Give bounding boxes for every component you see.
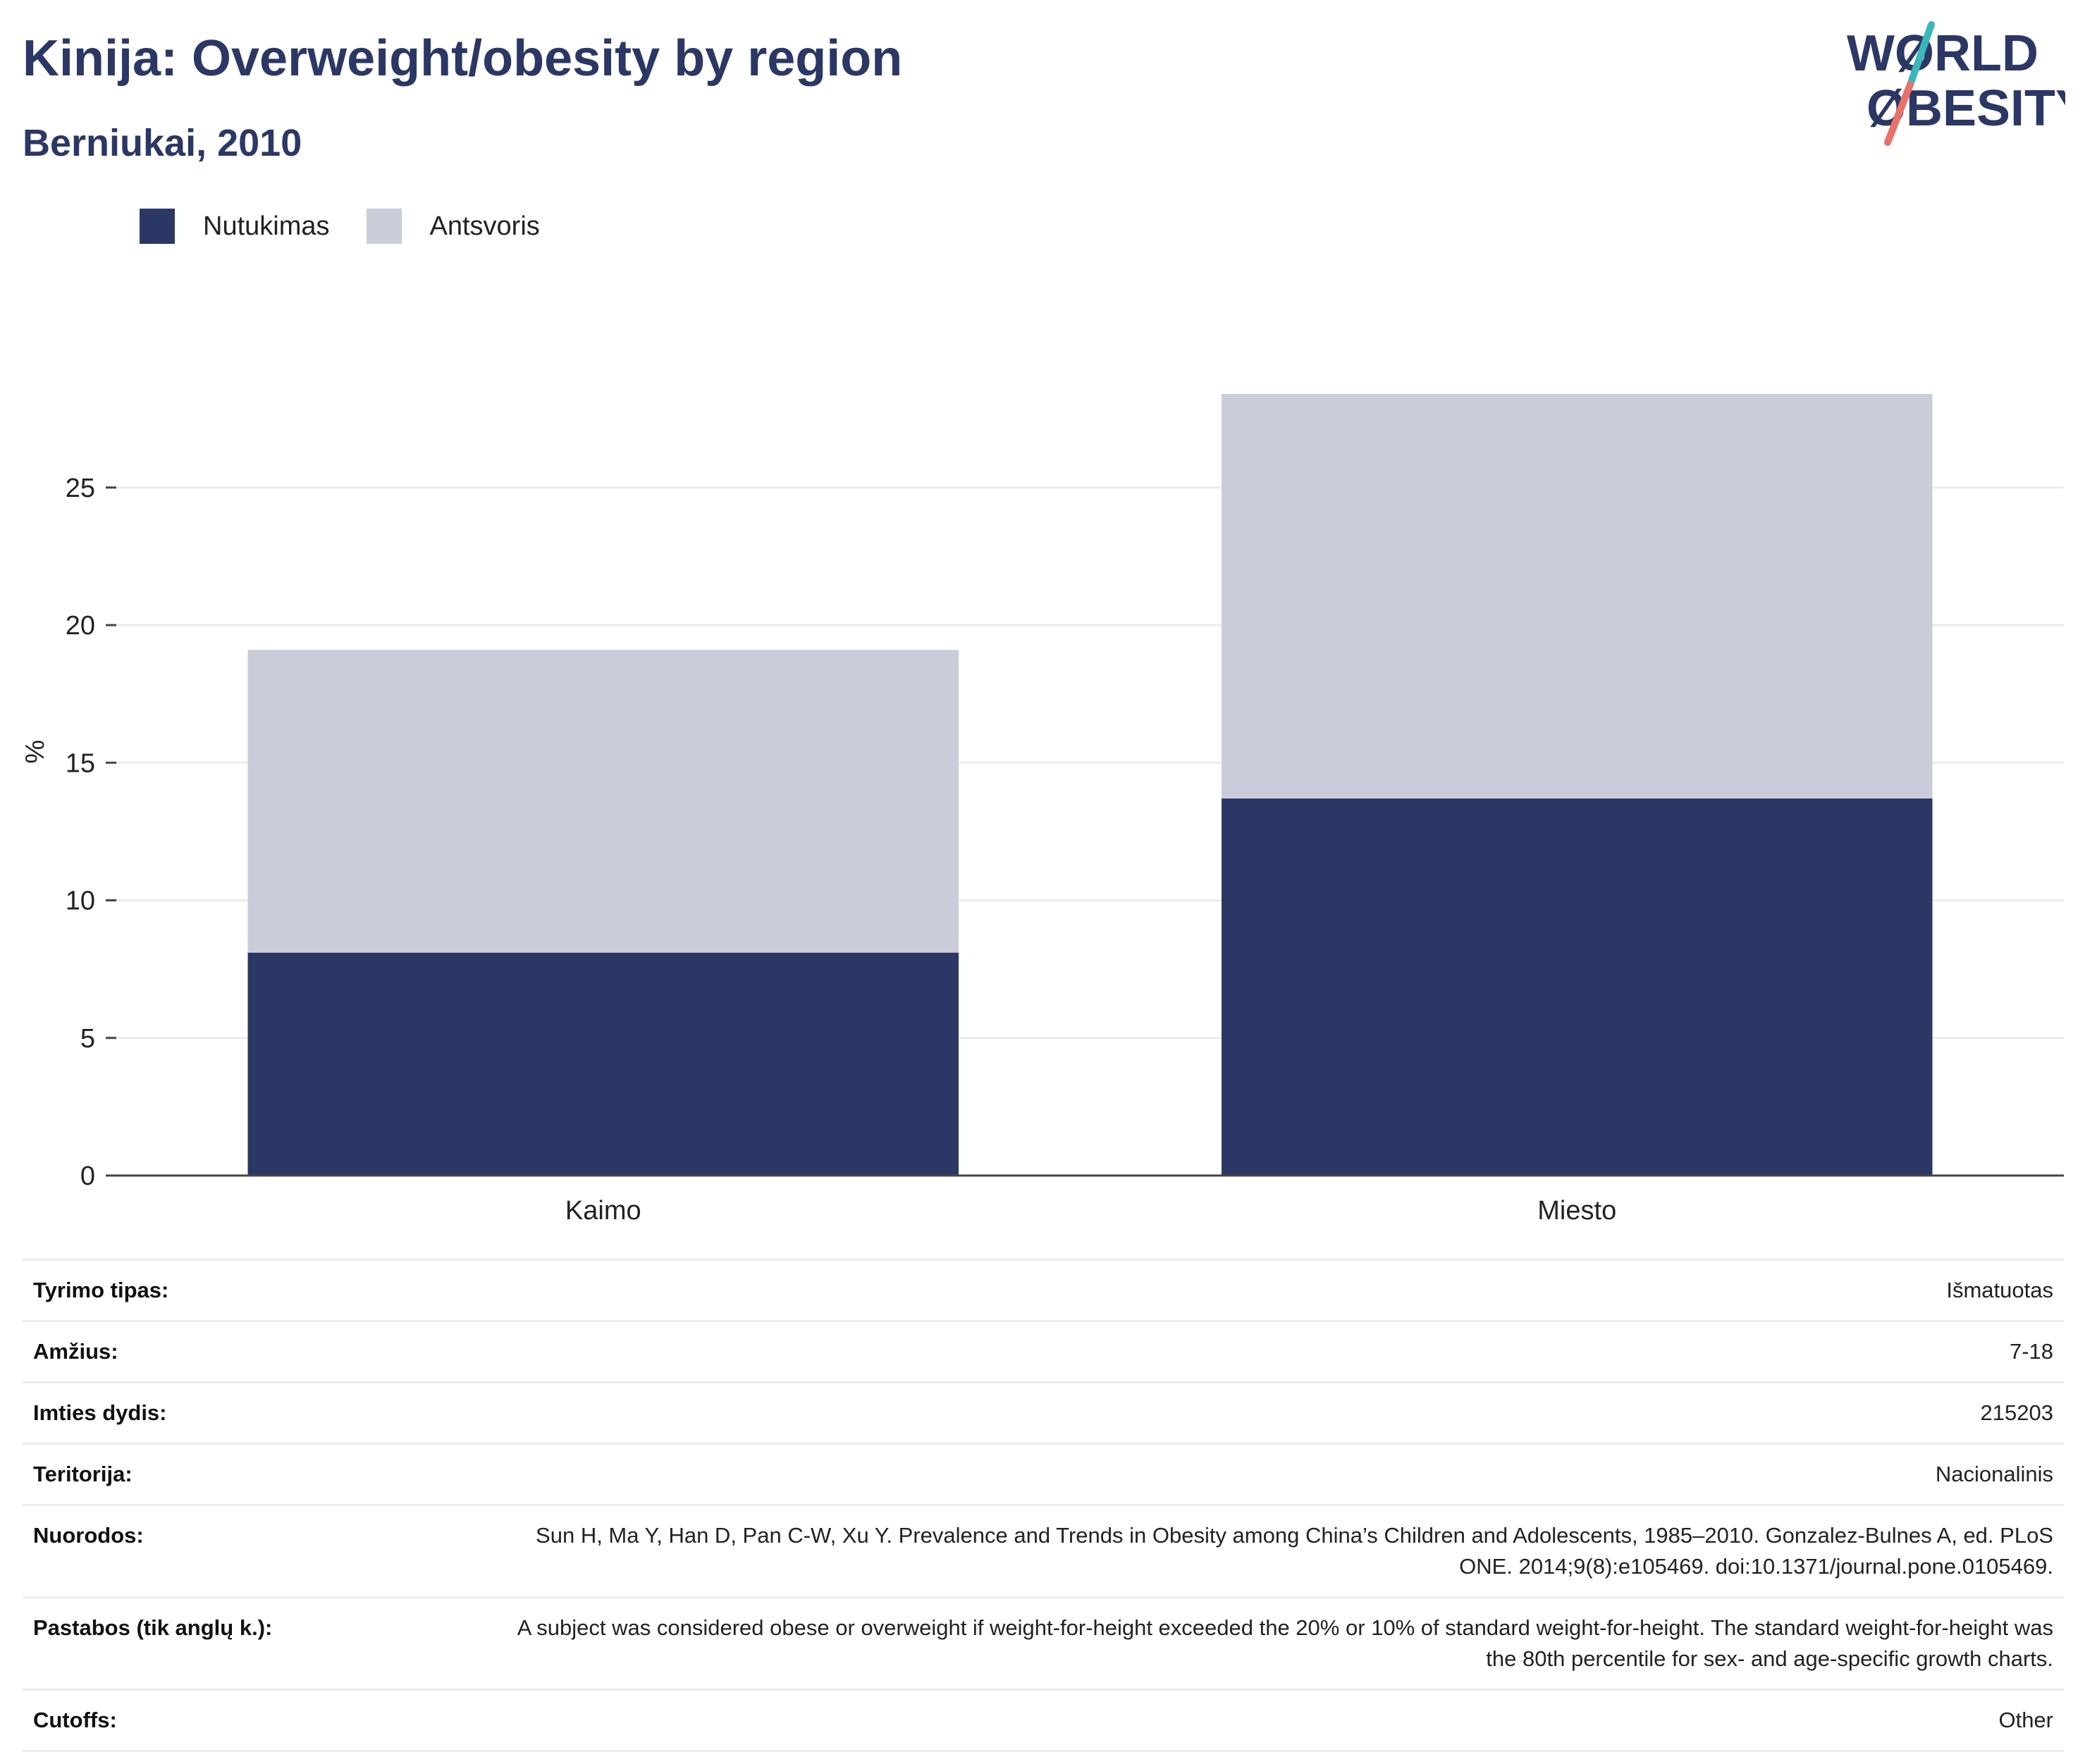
y-tick-label: 5 bbox=[80, 1024, 95, 1054]
metadata-value: Sun H, Ma Y, Han D, Pan C-W, Xu Y. Preva… bbox=[536, 1523, 2053, 1579]
metadata-key: Teritorija: bbox=[33, 1462, 133, 1486]
bar-obesity-miesto bbox=[1222, 798, 1933, 1176]
y-tick-label: 10 bbox=[66, 887, 95, 916]
y-axis-label: % bbox=[20, 740, 50, 764]
metadata-row: Nuorodos: Sun H, Ma Y, Han D, Pan C-W, Xu… bbox=[23, 1505, 2064, 1598]
metadata-key: Pastabos (tik anglų k.): bbox=[33, 1615, 273, 1640]
metadata-key: Nuorodos: bbox=[33, 1523, 144, 1548]
legend-label-overweight: Antsvoris bbox=[429, 211, 540, 241]
y-tick-label: 15 bbox=[66, 748, 95, 778]
metadata-key: Amžius: bbox=[33, 1339, 118, 1364]
metadata-row: Teritorija: Nacionalinis bbox=[23, 1443, 2064, 1505]
metadata-value: Nacionalinis bbox=[1935, 1462, 2053, 1486]
metadata-key: Imties dydis: bbox=[33, 1400, 167, 1425]
legend-item-obesity: Nutukimas bbox=[140, 209, 330, 244]
svg-text:WØRLD: WØRLD bbox=[1847, 25, 2038, 82]
legend-item-overweight: Antsvoris bbox=[366, 209, 540, 244]
world-obesity-logo: WØRLD ØBESITY bbox=[1847, 21, 2065, 146]
x-tick-label: Miesto bbox=[1537, 1196, 1616, 1226]
metadata-row: Tyrimo tipas: Išmatuotas bbox=[23, 1259, 2064, 1321]
bar-overweight-kaimo bbox=[247, 650, 959, 953]
metadata-row: Imties dydis: 215203 bbox=[23, 1382, 2064, 1444]
bar-overweight-miesto bbox=[1222, 393, 1933, 799]
chart-subtitle: Berniukai, 2010 bbox=[23, 122, 302, 164]
x-tick-label: Kaimo bbox=[565, 1196, 641, 1226]
chart-title: Kinija: Overweight/obesity by region bbox=[23, 30, 903, 87]
metadata-table: Tyrimo tipas: Išmatuotas Amžius: 7-18 Imties… bbox=[23, 1259, 2064, 1752]
legend-label-obesity: Nutukimas bbox=[203, 211, 330, 241]
metadata-row: Amžius: 7-18 bbox=[23, 1321, 2064, 1383]
chart-legend: Nutukimas Antsvoris bbox=[140, 209, 577, 244]
metadata-value: 215203 bbox=[1980, 1400, 2053, 1425]
metadata-value: 7-18 bbox=[2009, 1339, 2053, 1364]
metadata-row: Pastabos (tik anglų k.): A subject was co… bbox=[23, 1597, 2064, 1690]
metadata-value: Other bbox=[1998, 1708, 2053, 1732]
legend-swatch-overweight bbox=[366, 209, 402, 244]
metadata-value: Išmatuotas bbox=[1946, 1278, 2053, 1302]
legend-swatch-obesity bbox=[140, 209, 175, 244]
bar-chart: 0 5 10 15 20 25% Kaimo Miesto bbox=[20, 393, 2064, 1226]
metadata-value: A subject was considered obese or overwe… bbox=[517, 1615, 2053, 1671]
y-tick-label: 20 bbox=[66, 611, 95, 641]
metadata-key: Cutoffs: bbox=[33, 1708, 117, 1732]
y-tick-label: 25 bbox=[66, 474, 95, 503]
metadata-key: Tyrimo tipas: bbox=[33, 1278, 169, 1302]
bar-obesity-kaimo bbox=[247, 952, 959, 1176]
y-tick-label: 0 bbox=[80, 1161, 95, 1191]
metadata-row: Cutoffs: Other bbox=[23, 1689, 2064, 1751]
